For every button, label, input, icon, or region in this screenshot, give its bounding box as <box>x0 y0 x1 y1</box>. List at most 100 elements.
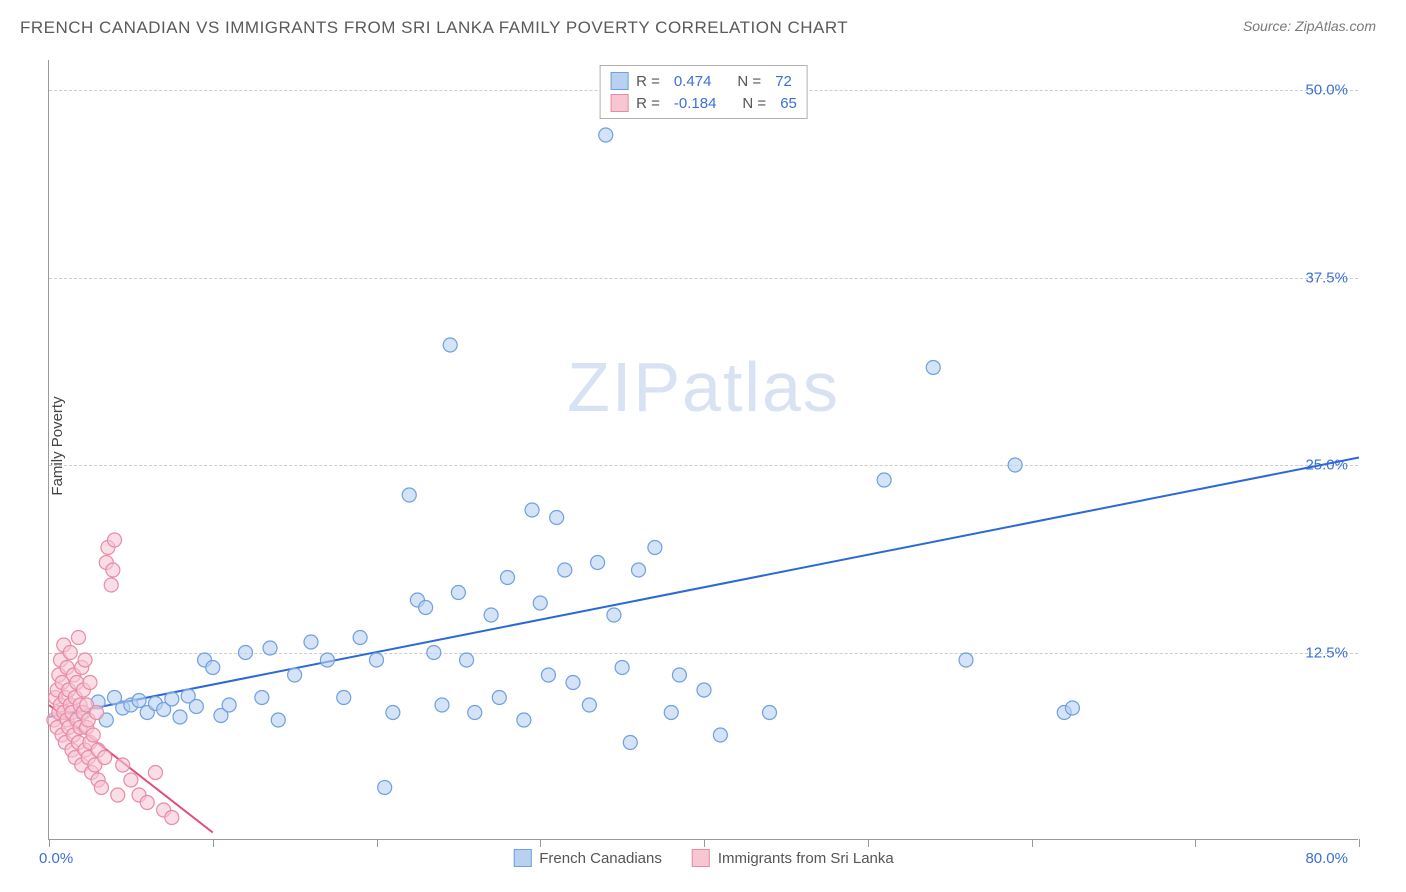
n-value: 72 <box>775 73 792 90</box>
legend-swatch <box>692 849 710 867</box>
data-point <box>98 751 112 765</box>
data-point <box>468 706 482 720</box>
data-point <box>615 661 629 675</box>
data-point <box>607 608 621 622</box>
data-point <box>353 631 367 645</box>
data-point <box>427 646 441 660</box>
data-point <box>132 694 146 708</box>
x-tick <box>1195 839 1196 847</box>
r-value: -0.184 <box>674 95 717 112</box>
data-point <box>116 758 130 772</box>
legend-item: French Canadians <box>513 849 662 867</box>
data-point <box>148 766 162 780</box>
data-point <box>239 646 253 660</box>
data-point <box>582 698 596 712</box>
data-point <box>541 668 555 682</box>
legend-label: Immigrants from Sri Lanka <box>718 850 894 867</box>
chart-source: Source: ZipAtlas.com <box>1243 18 1376 34</box>
data-point <box>419 601 433 615</box>
plot-area: ZIPatlas 12.5%25.0%37.5%50.0% 0.0% 80.0%… <box>48 60 1358 840</box>
data-point <box>255 691 269 705</box>
data-point <box>672 668 686 682</box>
data-point <box>94 781 108 795</box>
x-tick <box>704 839 705 847</box>
data-point <box>1008 458 1022 472</box>
legend-row: R =-0.184N =65 <box>610 92 797 114</box>
n-label: N = <box>737 73 761 90</box>
legend-row: R = 0.474 N = 72 <box>610 70 797 92</box>
data-point <box>124 773 138 787</box>
data-point <box>623 736 637 750</box>
data-point <box>271 713 285 727</box>
data-point <box>78 653 92 667</box>
data-point <box>165 692 179 706</box>
data-point <box>713 728 727 742</box>
data-point <box>402 488 416 502</box>
data-point <box>222 698 236 712</box>
data-point <box>763 706 777 720</box>
data-point <box>104 578 118 592</box>
correlation-legend: R = 0.474 N = 72R = -0.184 N = 65 <box>599 65 808 119</box>
data-point <box>550 511 564 525</box>
legend-item: Immigrants from Sri Lanka <box>692 849 894 867</box>
legend-swatch <box>610 72 628 90</box>
data-point <box>370 653 384 667</box>
data-point <box>664 706 678 720</box>
data-point <box>599 128 613 142</box>
data-point <box>697 683 711 697</box>
data-point <box>558 563 572 577</box>
legend-swatch <box>610 94 628 112</box>
x-tick <box>1032 839 1033 847</box>
data-point <box>926 361 940 375</box>
trend-line <box>49 458 1359 718</box>
data-point <box>89 706 103 720</box>
data-point <box>173 710 187 724</box>
legend-label: French Canadians <box>539 850 662 867</box>
data-point <box>304 635 318 649</box>
data-point <box>648 541 662 555</box>
data-point <box>484 608 498 622</box>
data-point <box>492 691 506 705</box>
data-point <box>877 473 891 487</box>
chart-header: FRENCH CANADIAN VS IMMIGRANTS FROM SRI L… <box>0 0 1406 38</box>
x-axis-max-label: 80.0% <box>1305 850 1348 867</box>
data-point <box>337 691 351 705</box>
data-point <box>460 653 474 667</box>
data-point <box>111 788 125 802</box>
x-tick <box>49 839 50 847</box>
r-value: 0.474 <box>674 73 712 90</box>
x-tick <box>540 839 541 847</box>
data-point <box>189 700 203 714</box>
data-point <box>378 781 392 795</box>
data-point <box>206 661 220 675</box>
data-point <box>443 338 457 352</box>
data-point <box>451 586 465 600</box>
data-point <box>517 713 531 727</box>
x-tick <box>213 839 214 847</box>
n-value: 65 <box>780 95 797 112</box>
x-tick <box>1359 839 1360 847</box>
data-point <box>591 556 605 570</box>
data-point <box>83 676 97 690</box>
data-point <box>632 563 646 577</box>
chart-title: FRENCH CANADIAN VS IMMIGRANTS FROM SRI L… <box>20 18 848 38</box>
scatter-svg <box>49 60 1358 839</box>
data-point <box>86 728 100 742</box>
data-point <box>386 706 400 720</box>
x-tick <box>377 839 378 847</box>
data-point <box>108 533 122 547</box>
n-label: N = <box>742 95 766 112</box>
data-point <box>71 631 85 645</box>
series-legend: French Canadians Immigrants from Sri Lank… <box>513 849 893 867</box>
data-point <box>566 676 580 690</box>
legend-swatch <box>513 849 531 867</box>
data-point <box>533 596 547 610</box>
data-point <box>320 653 334 667</box>
data-point <box>63 646 77 660</box>
x-axis-min-label: 0.0% <box>39 850 73 867</box>
data-point <box>263 641 277 655</box>
data-point <box>525 503 539 517</box>
data-point <box>959 653 973 667</box>
r-label: R = <box>636 73 660 90</box>
x-tick <box>868 839 869 847</box>
